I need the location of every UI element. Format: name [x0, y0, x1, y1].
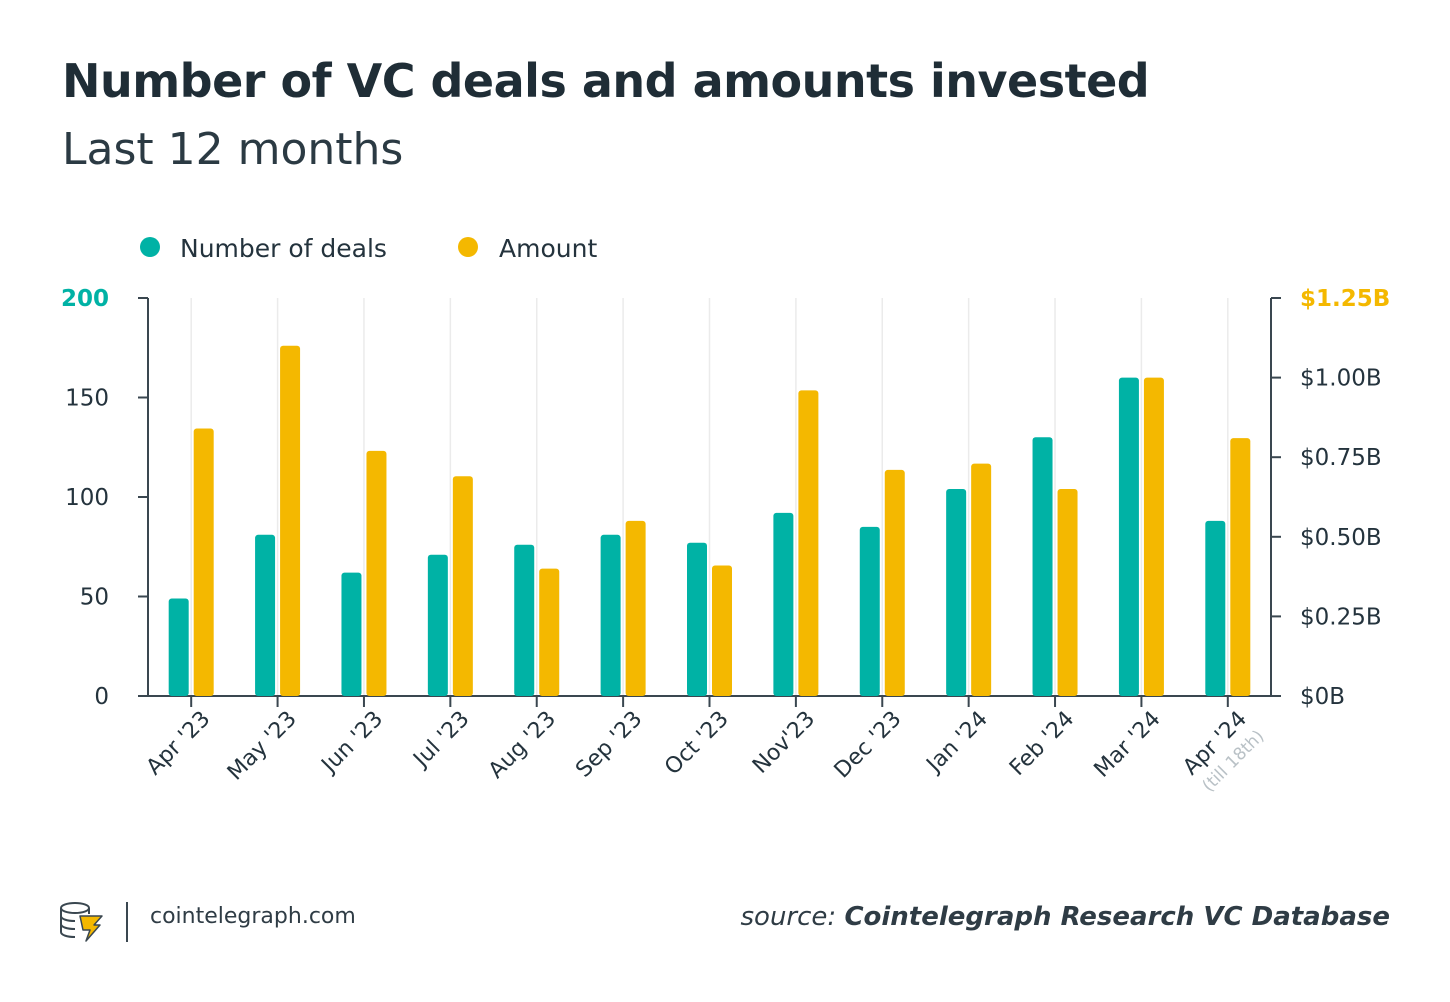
bar-number-of-deals: [1205, 520, 1226, 696]
bar-number-of-deals: [1032, 437, 1053, 696]
bar-number-of-deals: [341, 572, 362, 696]
source-prefix: source:: [740, 902, 837, 932]
bar-amount: [971, 463, 992, 696]
x-tick-label: Dec '23: [830, 707, 907, 784]
x-tick-label: Oct '23: [660, 707, 734, 781]
x-tick-label: Nov'23: [748, 707, 820, 779]
bar-number-of-deals: [514, 544, 535, 696]
footer-divider: [126, 902, 128, 942]
legend-swatch-number-of-deals: [140, 237, 160, 257]
bar-amount: [539, 568, 560, 696]
x-tick-label: Jul '23: [408, 707, 475, 774]
left-tick-label: 150: [65, 386, 109, 412]
x-tick-label: Aug '23: [484, 707, 561, 784]
bar-amount: [193, 428, 214, 696]
bar-amount: [452, 476, 473, 696]
x-tick-label: Apr '23: [142, 707, 216, 781]
cointelegraph-logo-icon: [58, 898, 106, 948]
x-tick-label: Feb '24: [1005, 707, 1079, 781]
bar-number-of-deals: [773, 512, 794, 696]
left-tick-label: 50: [80, 585, 109, 611]
x-tick-label: Jan '24: [921, 707, 993, 779]
left-tick-label: 0: [94, 684, 109, 710]
bar-number-of-deals: [168, 598, 189, 696]
x-tick-label: Mar '24: [1090, 707, 1166, 783]
footer-site-link[interactable]: cointelegraph.com: [150, 904, 356, 929]
bar-number-of-deals: [859, 526, 880, 696]
bar-amount: [366, 450, 387, 696]
legend-label-amount: Amount: [499, 234, 597, 263]
legend-label-number-of-deals: Number of deals: [180, 234, 387, 263]
bar-amount: [884, 469, 905, 696]
bar-amount: [1143, 377, 1164, 696]
x-tick-label: May '23: [223, 707, 302, 786]
bar-amount: [712, 565, 732, 696]
x-tick-label: Sep '23: [571, 707, 647, 783]
combo-bar-chart: 0 50 100 150 200 $0B $0.25B $0.50B $0.75B $1.00B $…: [61, 234, 1390, 796]
bar-amount: [280, 345, 301, 696]
right-tick-label: $0.50B: [1300, 525, 1382, 551]
bar-number-of-deals: [427, 554, 448, 696]
source-name: Cointelegraph Research VC Database: [844, 902, 1390, 932]
right-tick-label: $0.75B: [1300, 445, 1382, 471]
right-tick-label: $0.25B: [1300, 604, 1382, 630]
left-tick-label: 200: [61, 286, 109, 312]
chart-title: Number of VC deals and amounts invested: [62, 54, 1150, 108]
bar-number-of-deals: [255, 534, 276, 696]
bar-amount: [1230, 438, 1251, 696]
footer-source: source: Cointelegraph Research VC Databa…: [741, 902, 1391, 932]
x-tick-label: Jun '23: [316, 707, 388, 779]
bar-number-of-deals: [687, 542, 707, 696]
chart-subtitle: Last 12 months: [62, 124, 404, 175]
bar-number-of-deals: [600, 534, 621, 696]
bar-amount: [1057, 489, 1078, 696]
right-tick-label: $1.25B: [1300, 286, 1390, 312]
bar-amount: [798, 390, 819, 696]
left-tick-label: 100: [65, 485, 109, 511]
bar-number-of-deals: [1118, 377, 1139, 696]
right-tick-label: $1.00B: [1300, 366, 1382, 392]
bar-amount: [625, 520, 646, 696]
legend-swatch-amount: [458, 237, 478, 257]
bar-number-of-deals: [946, 489, 967, 696]
right-tick-label: $0B: [1300, 684, 1345, 710]
